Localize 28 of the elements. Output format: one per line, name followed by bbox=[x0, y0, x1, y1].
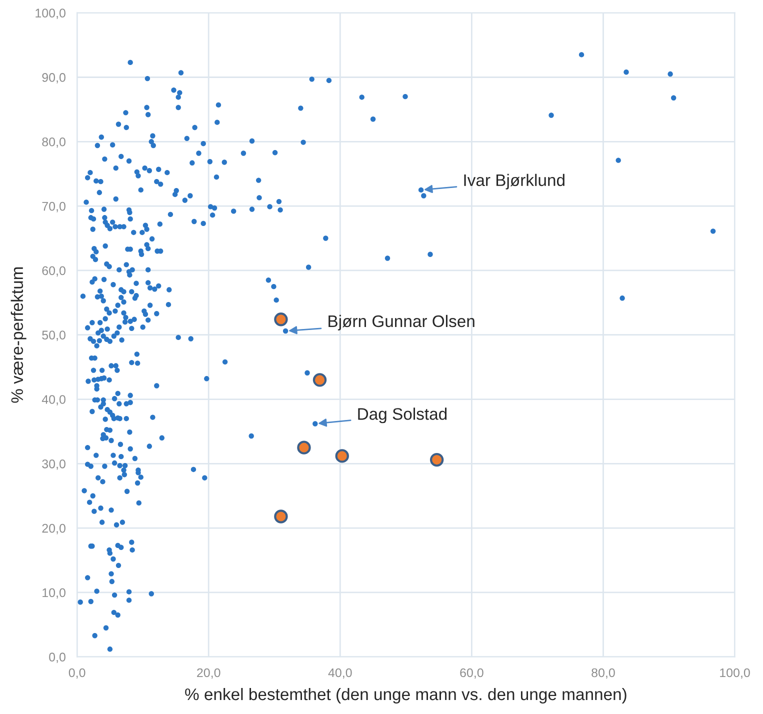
annotation: Bjørn Gunnar Olsen bbox=[328, 314, 474, 330]
point bbox=[297, 440, 311, 454]
y-axis-title: % være-perfektum bbox=[10, 267, 26, 403]
x-tick-label: 0,0 bbox=[68, 668, 86, 679]
annotation: Ivar Bjørklund bbox=[464, 174, 564, 190]
y-tick-label: 30,0 bbox=[42, 459, 66, 470]
annotation: Dag Solstad bbox=[358, 408, 447, 424]
point bbox=[335, 449, 349, 463]
y-tick-label: 80,0 bbox=[42, 137, 66, 148]
point bbox=[312, 373, 327, 387]
x-tick-label: 20,0 bbox=[197, 668, 220, 679]
y-tick-label: 100,0 bbox=[36, 8, 66, 19]
y-tick-label: 0,0 bbox=[49, 652, 66, 664]
x-tick-label: 100,0 bbox=[720, 668, 750, 679]
x-axis-title: % enkel bestemthet (den unge mann vs. den unge mannen) bbox=[185, 688, 626, 704]
y-tick-label: 50,0 bbox=[42, 330, 66, 341]
x-tick-label: 40,0 bbox=[328, 668, 352, 679]
point bbox=[274, 510, 288, 524]
point bbox=[430, 452, 444, 467]
y-tick-label: 20,0 bbox=[42, 524, 66, 534]
y-tick-label: 70,0 bbox=[42, 202, 66, 212]
point bbox=[274, 312, 288, 326]
y-tick-label: 90,0 bbox=[42, 73, 66, 84]
x-tick-label: 60,0 bbox=[460, 668, 484, 679]
x-tick-label: 80,0 bbox=[592, 668, 615, 679]
y-tick-label: 60,0 bbox=[42, 266, 66, 277]
y-tick-label: 10,0 bbox=[42, 588, 66, 599]
y-tick-label: 40,0 bbox=[42, 395, 66, 406]
